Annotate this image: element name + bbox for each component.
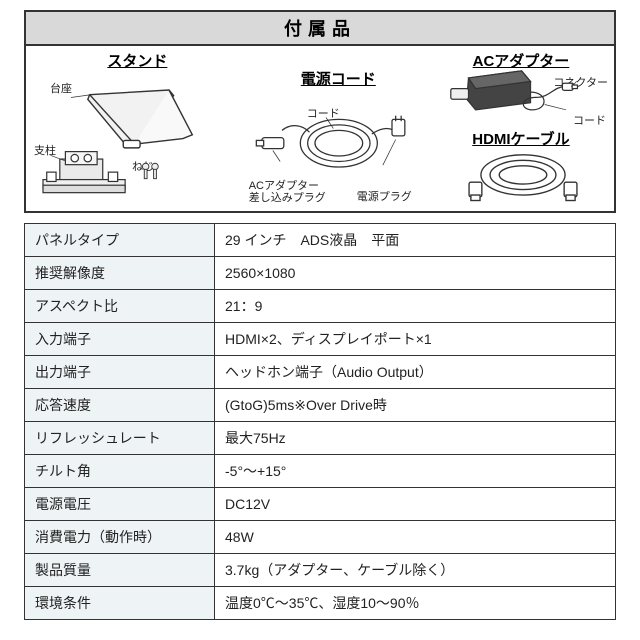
table-row: チルト角-5°～+15° [25,455,616,488]
spec-value: 21：9 [215,290,616,323]
spec-key: 環境条件 [25,587,215,620]
accessories-header: 付属品 [26,12,614,46]
spec-key: チルト角 [25,455,215,488]
spec-key: 消費電力（動作時） [25,521,215,554]
spec-table: パネルタイプ29 インチ ADS液晶 平面推奨解像度2560×1080アスペクト… [24,223,616,620]
spec-value: 温度0℃～35℃、湿度10～90％ [215,587,616,620]
spec-value: ヘッドホン端子（Audio Output） [215,356,616,389]
accessory-adapter-hdmi: ACアダプター コネクター コード HDMIケーブル [434,50,608,205]
spec-key: パネルタイプ [25,224,215,257]
spec-key: アスペクト比 [25,290,215,323]
table-row: 推奨解像度2560×1080 [25,257,616,290]
table-row: 出力端子ヘッドホン端子（Audio Output） [25,356,616,389]
spec-value: 2560×1080 [215,257,616,290]
spec-value: 3.7kg（アダプター、ケーブル除く） [215,554,616,587]
spec-key: 推奨解像度 [25,257,215,290]
spec-key: 製品質量 [25,554,215,587]
spec-key: 電源電圧 [25,488,215,521]
table-row: パネルタイプ29 インチ ADS液晶 平面 [25,224,616,257]
accessories-box: 付属品 スタンド 台座 支柱 ねじ [24,10,616,213]
spec-value: 最大75Hz [215,422,616,455]
table-row: 応答速度(GtoG)5ms※Over Drive時 [25,389,616,422]
spec-key: 入力端子 [25,323,215,356]
accessories-body: スタンド 台座 支柱 ねじ [26,46,614,211]
accessory-power-cord: 電源コード コード ACアダプター 差し込みプラグ 電源プラグ [247,50,430,205]
spec-value: HDMI×2、ディスプレイポート×1 [215,323,616,356]
power-cord-icon [247,90,427,200]
hdmi-cable-icon [448,142,598,206]
table-row: 環境条件温度0℃～35℃、湿度10～90％ [25,587,616,620]
spec-value: -5°～+15° [215,455,616,488]
spec-value: DC12V [215,488,616,521]
stand-icon [27,62,227,202]
table-row: 製品質量3.7kg（アダプター、ケーブル除く） [25,554,616,587]
ac-adapter-icon [434,62,604,124]
table-row: リフレッシュレート最大75Hz [25,422,616,455]
spec-key: 応答速度 [25,389,215,422]
table-row: 入力端子HDMI×2、ディスプレイポート×1 [25,323,616,356]
spec-value: 29 インチ ADS液晶 平面 [215,224,616,257]
table-row: 消費電力（動作時）48W [25,521,616,554]
table-row: 電源電圧DC12V [25,488,616,521]
table-row: アスペクト比21：9 [25,290,616,323]
spec-value: (GtoG)5ms※Over Drive時 [215,389,616,422]
accessory-stand: スタンド 台座 支柱 ねじ [32,50,243,205]
spec-value: 48W [215,521,616,554]
spec-key: 出力端子 [25,356,215,389]
spec-key: リフレッシュレート [25,422,215,455]
power-cord-title: 電源コード [247,68,430,89]
